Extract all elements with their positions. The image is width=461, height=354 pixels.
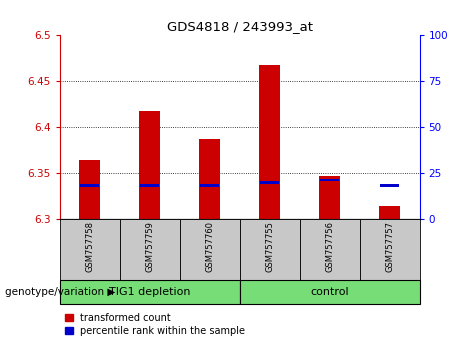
Text: GSM757759: GSM757759 [145,221,154,272]
Bar [79,160,100,219]
Bar [259,65,280,219]
Bar [240,280,420,304]
Bar [360,219,420,280]
Title: GDS4818 / 243993_at: GDS4818 / 243993_at [167,20,313,33]
Bar [199,139,220,219]
Bar [319,176,340,219]
Bar [141,184,159,187]
Bar [81,184,99,187]
Bar [60,219,120,280]
Text: TIG1 depletion: TIG1 depletion [109,287,190,297]
Bar [60,280,240,304]
Text: GSM757757: GSM757757 [385,221,394,272]
Bar [180,219,240,280]
Text: control: control [310,287,349,297]
Text: GSM757760: GSM757760 [205,221,214,272]
Text: GSM757756: GSM757756 [325,221,334,272]
Text: GSM757758: GSM757758 [85,221,95,272]
Bar [380,184,399,187]
Bar [260,181,279,184]
Bar [201,184,219,187]
Bar [120,219,180,280]
Bar [139,111,160,219]
Bar [320,178,339,181]
Bar [379,206,400,219]
Text: genotype/variation ▶: genotype/variation ▶ [5,287,115,297]
Bar [240,219,300,280]
Text: GSM757755: GSM757755 [265,221,274,272]
Bar [300,219,360,280]
Legend: transformed count, percentile rank within the sample: transformed count, percentile rank withi… [65,313,245,336]
